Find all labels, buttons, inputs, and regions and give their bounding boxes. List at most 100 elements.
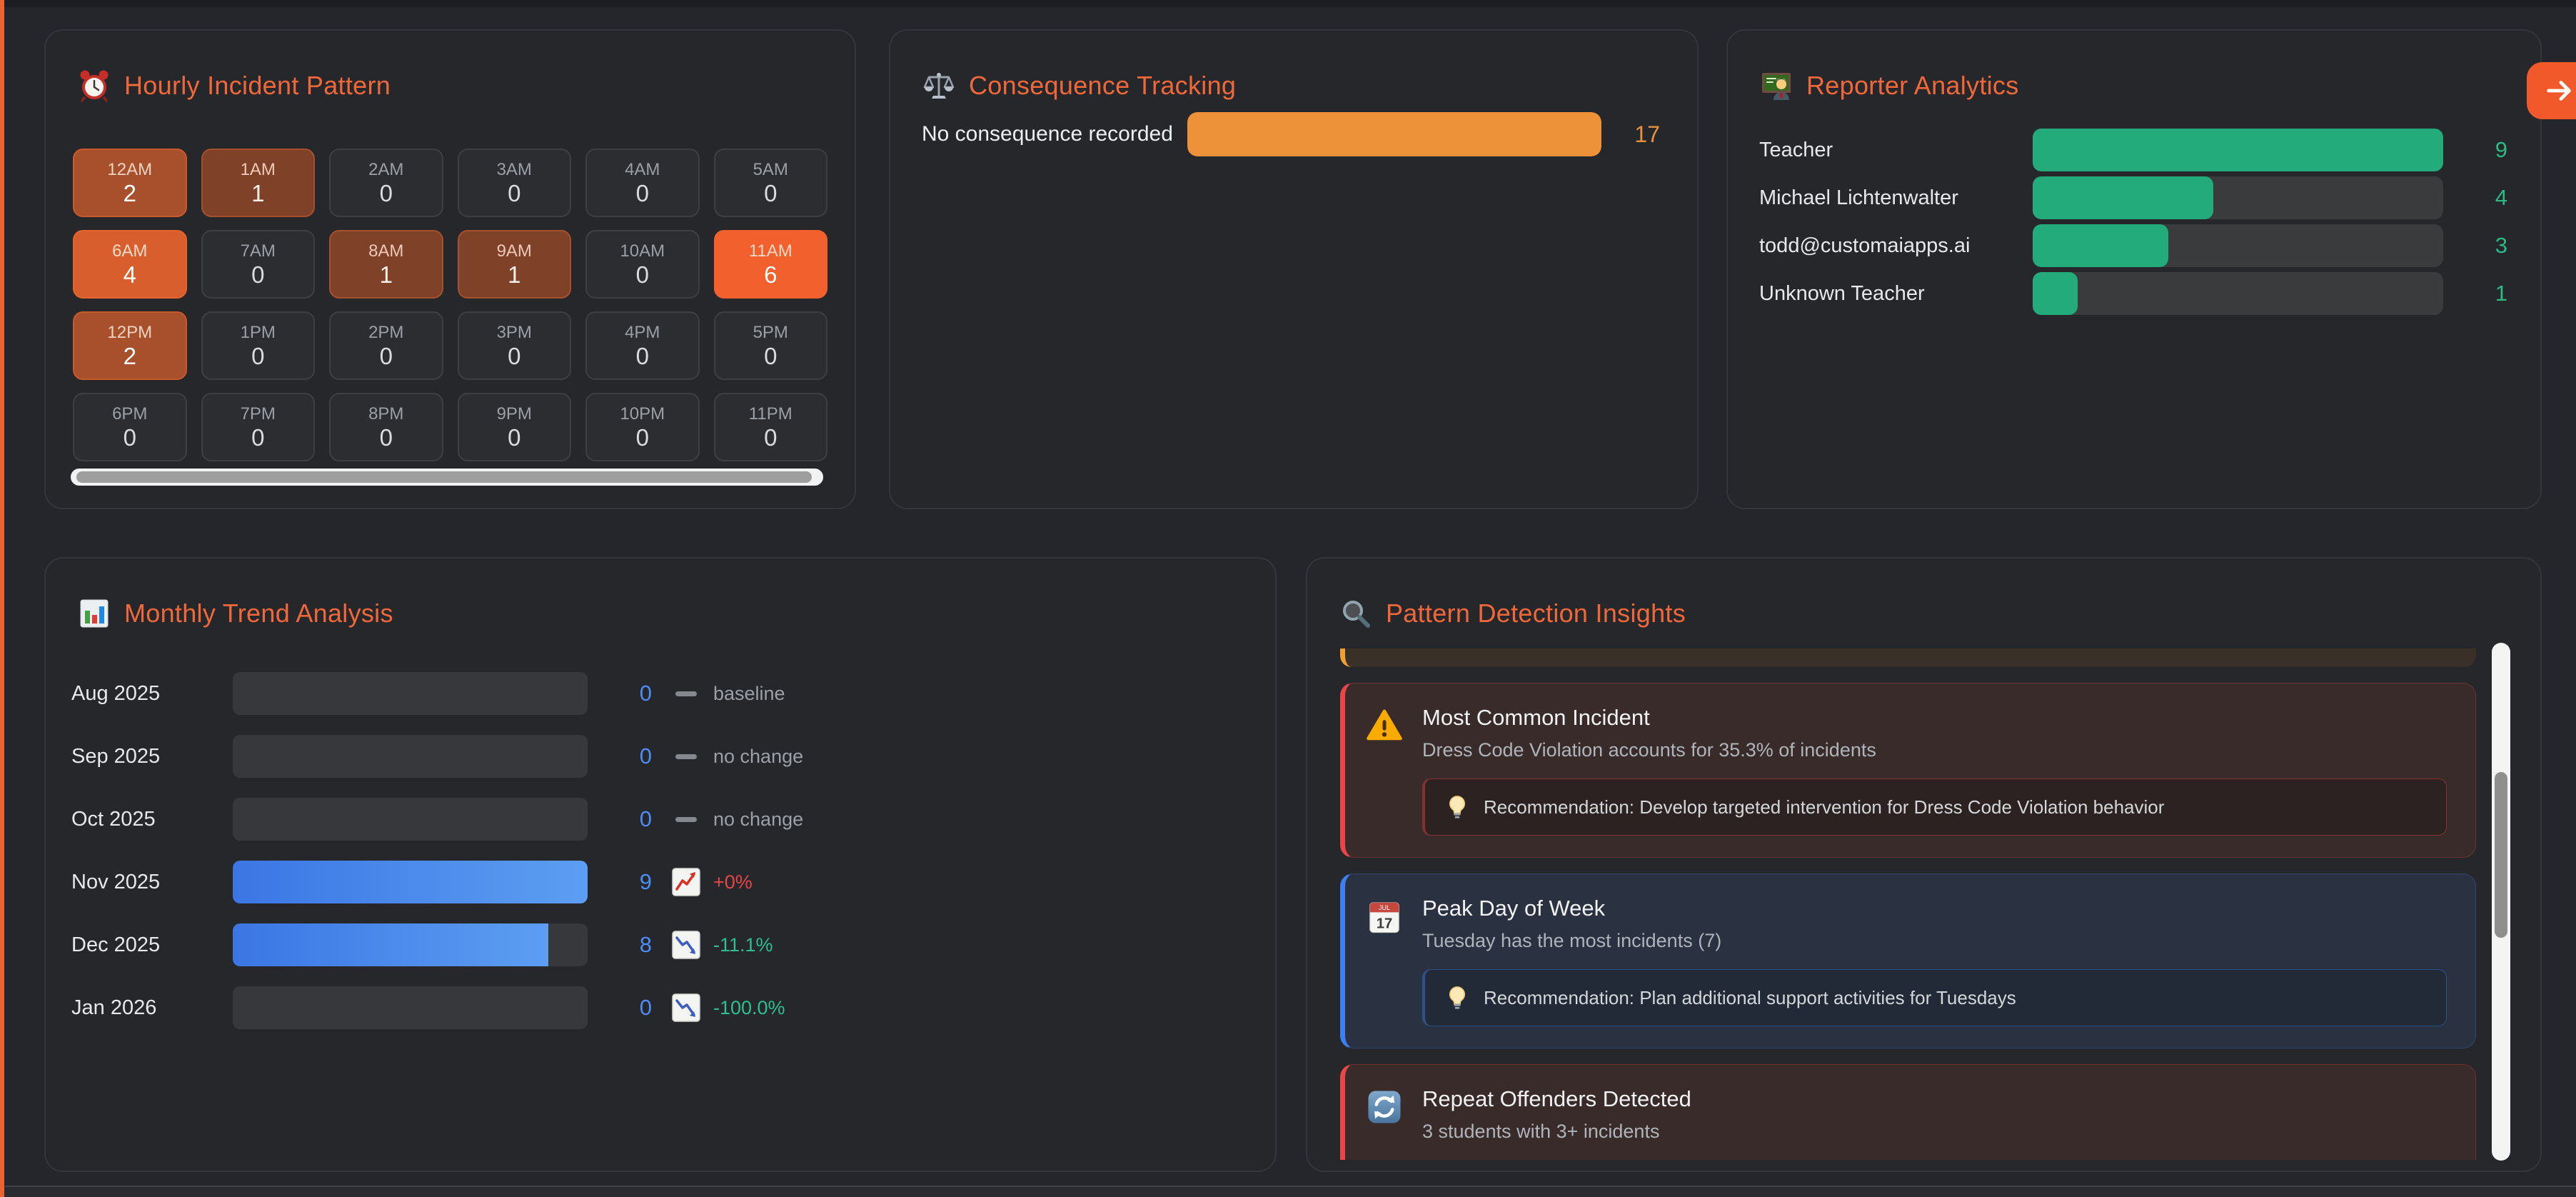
monthly-bar-track — [233, 986, 588, 1029]
consequence-row-value: 17 — [1634, 121, 1660, 147]
hour-cell-count: 1 — [379, 261, 393, 288]
hour-cell-count: 0 — [635, 342, 649, 369]
hour-cell[interactable]: 9AM 1 — [457, 230, 571, 299]
insights-scroll-area[interactable]: Most Common Incident Dress Code Violation… — [1340, 648, 2476, 1160]
hourly-title-row: Hourly Incident Pattern — [77, 68, 391, 104]
hour-cell[interactable]: 2AM 0 — [329, 149, 443, 217]
monthly-bar-fill — [233, 923, 549, 966]
hour-cell-count: 0 — [764, 342, 778, 369]
monthly-row-value: 0 — [639, 681, 652, 706]
monthly-rows: Aug 2025 0 baseline Sep 2025 0 no change Oct 2… — [71, 672, 1247, 1049]
bulb-icon — [1444, 984, 1471, 1011]
insight-recommendation-text: Recommendation: Plan additional support … — [1484, 986, 2016, 1008]
hour-cell-count: 0 — [508, 179, 521, 206]
hour-cell[interactable]: 9PM 0 — [457, 393, 571, 461]
monthly-row-label: Jan 2026 — [71, 996, 157, 1019]
monthly-row: Sep 2025 0 no change — [71, 735, 1247, 778]
insight-card-body: Peak Day of Week Tuesday has the most inc… — [1422, 896, 2447, 1026]
reporter-row: Unknown Teacher 1 — [1759, 272, 2507, 315]
reporter-row-label: Michael Lichtenwalter — [1759, 186, 1958, 209]
hour-cell-count: 0 — [764, 424, 778, 451]
monthly-trend-panel: Monthly Trend Analysis Aug 2025 0 baseline… — [44, 557, 1277, 1172]
hour-cell-label: 5AM — [753, 159, 788, 179]
hour-cell[interactable]: 8PM 0 — [329, 393, 443, 461]
monthly-change-label: baseline — [713, 682, 785, 704]
hour-cell-count: 0 — [251, 261, 265, 288]
hour-cell[interactable]: 12PM 2 — [73, 311, 187, 380]
hour-cell[interactable]: 11AM 6 — [713, 230, 827, 299]
top-edge-strip — [0, 0, 2576, 7]
reporter-title-row: Reporter Analytics — [1759, 68, 2019, 104]
hour-cell[interactable]: 5PM 0 — [713, 311, 827, 380]
monthly-row: Aug 2025 0 baseline — [71, 672, 1247, 715]
insights-panel-title: Pattern Detection Insights — [1386, 598, 1686, 628]
hour-cell[interactable]: 5AM 0 — [713, 149, 827, 217]
reporter-bar-track — [2033, 272, 2443, 315]
hour-cell[interactable]: 3PM 0 — [457, 311, 571, 380]
hour-cell[interactable]: 8AM 1 — [329, 230, 443, 299]
reporter-bar-fill — [2033, 224, 2168, 267]
hour-cell-label: 7AM — [240, 241, 276, 261]
hour-cell[interactable]: 10AM 0 — [585, 230, 700, 299]
hour-cell-count: 0 — [635, 179, 649, 206]
monthly-change-label: +0% — [713, 871, 753, 893]
hour-cell[interactable]: 2PM 0 — [329, 311, 443, 380]
warning-icon — [1365, 706, 1404, 745]
consequence-panel-title: Consequence Tracking — [969, 71, 1237, 100]
insight-card-description: Dress Code Violation accounts for 35.3% … — [1422, 739, 1876, 761]
reporter-rows: Teacher 9 Michael Lichtenwalter 4 todd@custo… — [1759, 129, 2507, 320]
hour-cell[interactable]: 6PM 0 — [73, 393, 187, 461]
hourly-horizontal-scrollbar[interactable] — [71, 469, 823, 486]
hour-cell-label: 2AM — [368, 159, 404, 179]
hour-cell-label: 3AM — [496, 159, 532, 179]
insight-card-body: Repeat Offenders Detected 3 students with… — [1422, 1086, 2447, 1160]
insight-card-title: Peak Day of Week — [1422, 896, 1606, 921]
insights-vertical-scrollbar[interactable] — [2492, 643, 2510, 1161]
hour-cell-label: 8PM — [368, 404, 404, 424]
monthly-row-value: 0 — [639, 995, 652, 1020]
hour-cell-count: 0 — [379, 342, 393, 369]
hour-cell[interactable]: 7PM 0 — [201, 393, 315, 461]
hourly-scrollbar-thumb[interactable] — [76, 471, 812, 483]
hour-cell-label: 4PM — [625, 322, 660, 342]
hour-cell[interactable]: 11PM 0 — [713, 393, 827, 461]
hour-cell-label: 11AM — [748, 241, 793, 261]
insights-scrollbar-thumb[interactable] — [2495, 772, 2507, 938]
monthly-bar-track — [233, 735, 588, 778]
insight-card-description: 3 students with 3+ incidents — [1422, 1121, 1660, 1142]
hourly-incident-panel: Hourly Incident Pattern 12AM 2 1AM 1 2AM 0 3AM… — [44, 29, 856, 509]
monthly-row-label: Oct 2025 — [71, 807, 156, 831]
hour-cell[interactable]: 1AM 1 — [201, 149, 315, 217]
monthly-row-label: Sep 2025 — [71, 744, 161, 768]
reporter-row: todd@customaiapps.ai 3 — [1759, 224, 2507, 267]
monthly-row-value: 9 — [639, 869, 652, 894]
hour-cell[interactable]: 12AM 2 — [73, 149, 187, 217]
hour-cell[interactable]: 4PM 0 — [585, 311, 700, 380]
monthly-change-label: -100.0% — [713, 996, 785, 1018]
hour-cell[interactable]: 1PM 0 — [201, 311, 315, 380]
hour-cell-label: 5PM — [753, 322, 788, 342]
monthly-row-label: Dec 2025 — [71, 933, 161, 956]
insight-card-partial — [1340, 648, 2476, 667]
svg-text:JUL: JUL — [1379, 904, 1390, 911]
hour-cell-count: 0 — [508, 342, 521, 369]
insight-card: Most Common Incident Dress Code Violation… — [1340, 683, 2476, 858]
reporter-bar-fill — [2033, 176, 2213, 219]
chart-decreasing-icon — [670, 992, 702, 1023]
hour-cell[interactable]: 6AM 4 — [73, 230, 187, 299]
hour-cell[interactable]: 10PM 0 — [585, 393, 700, 461]
svg-text:17: 17 — [1377, 916, 1393, 931]
hour-cell[interactable]: 4AM 0 — [585, 149, 700, 217]
bulb-icon — [1444, 793, 1471, 821]
hour-cell[interactable]: 7AM 0 — [201, 230, 315, 299]
consequence-rows: No consequence recorded 17 — [922, 112, 1660, 156]
alarm-clock-icon — [77, 69, 111, 103]
next-page-arrow-button[interactable] — [2527, 62, 2576, 119]
hour-cell[interactable]: 3AM 0 — [457, 149, 571, 217]
consequence-title-row: Consequence Tracking — [922, 68, 1236, 104]
monthly-row-value: 8 — [639, 932, 652, 957]
hour-cell-label: 1PM — [240, 322, 276, 342]
hour-cell-label: 1AM — [240, 159, 276, 179]
monthly-row-value: 0 — [639, 743, 652, 768]
no-change-dash-icon — [670, 678, 702, 709]
